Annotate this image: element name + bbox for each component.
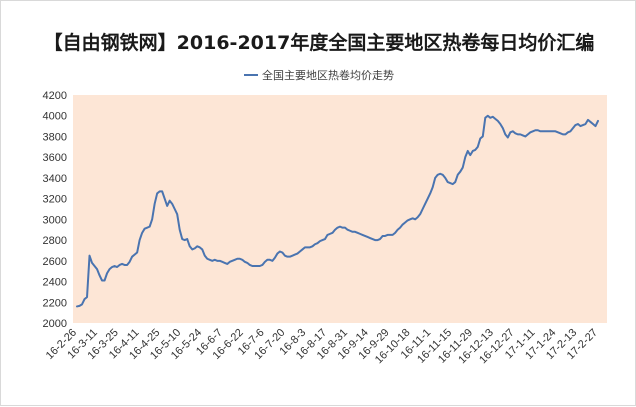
legend: 全国主要地区热卷均价走势 (1, 67, 636, 83)
y-tick-label: 2200 (43, 297, 67, 309)
y-tick-label: 2600 (43, 256, 67, 268)
plot-area (73, 95, 607, 323)
y-tick-label: 3000 (43, 214, 67, 226)
y-tick-label: 2400 (43, 277, 67, 289)
y-tick-label: 4000 (43, 111, 67, 123)
y-tick-label: 3600 (43, 152, 67, 164)
x-axis: 16-2-2616-3-1116-3-2516-4-1116-4-2516-5-… (44, 327, 600, 367)
y-tick-label: 3200 (43, 194, 67, 206)
legend-swatch (244, 74, 258, 76)
y-tick-label: 4200 (43, 90, 67, 102)
series-line-national-hot-coil (76, 114, 599, 308)
y-tick-label: 2800 (43, 235, 67, 247)
y-axis: 2000 2200 2400 2600 2800 3000 3200 3400 3600 3800… (43, 90, 67, 330)
legend-label: 全国主要地区热卷均价走势 (262, 69, 394, 82)
y-tick-label: 3400 (43, 173, 67, 185)
chart-title: 【自由钢铁网】2016-2017年度全国主要地区热卷每日均价汇编 (43, 32, 595, 54)
y-tick-label: 3800 (43, 131, 67, 143)
y-tick-label: 2000 (43, 318, 67, 330)
